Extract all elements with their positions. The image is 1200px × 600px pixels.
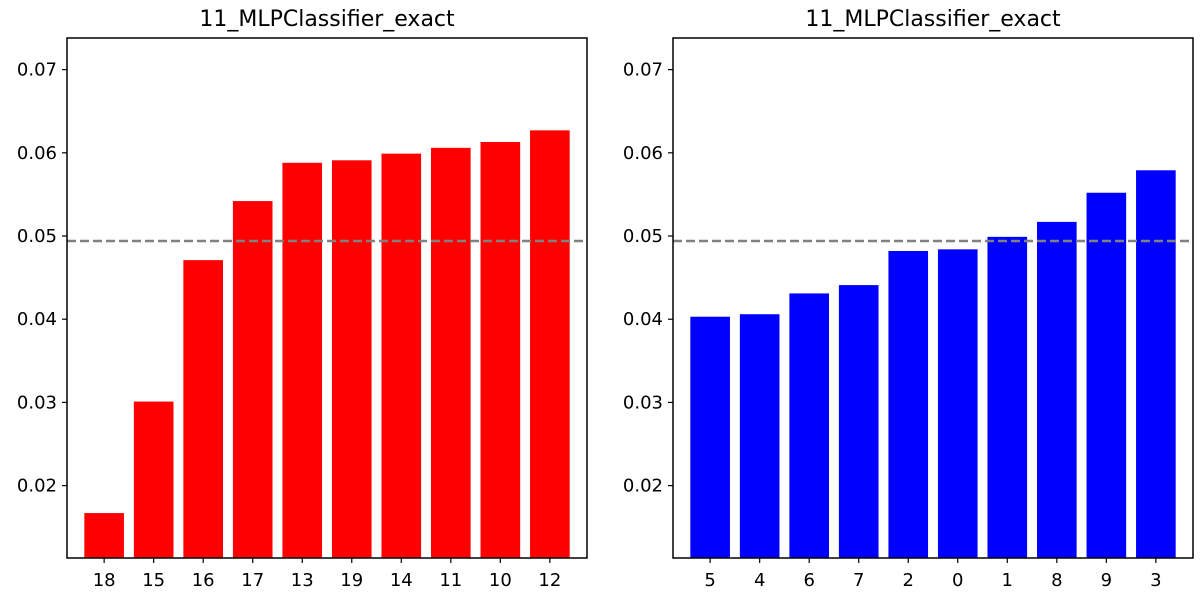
x-tick-label: 13	[291, 570, 314, 591]
bar-8	[1037, 221, 1077, 558]
bar-17	[232, 201, 273, 558]
x-tick-label: 4	[754, 570, 765, 591]
y-tick-label: 0.06	[623, 143, 663, 164]
bar-0	[937, 249, 978, 558]
x-tick-label: 12	[538, 570, 561, 591]
y-tick-label: 0.05	[623, 226, 663, 247]
x-tick-label: 2	[903, 570, 914, 591]
bar-7	[838, 285, 879, 558]
x-tick-label: 18	[93, 570, 116, 591]
y-tick-label: 0.02	[623, 476, 663, 497]
bar-6	[789, 293, 829, 558]
axes-frame	[66, 37, 588, 559]
x-tick-label: 5	[704, 570, 715, 591]
x-tick-label: 17	[241, 570, 264, 591]
x-tick-label: 6	[803, 570, 814, 591]
x-tick-label: 11	[439, 570, 462, 591]
x-tick-label: 3	[1150, 570, 1161, 591]
x-tick-label: 0	[952, 570, 963, 591]
bar-15	[133, 401, 174, 558]
x-tick-label: 8	[1051, 570, 1062, 591]
y-tick-label: 0.06	[17, 143, 57, 164]
y-tick-label: 0.05	[17, 226, 57, 247]
y-tick-label: 0.03	[623, 392, 663, 413]
x-tick-label: 14	[390, 570, 413, 591]
bar-18	[84, 513, 124, 558]
y-tick-label: 0.03	[17, 392, 57, 413]
y-tick-label: 0.04	[623, 309, 663, 330]
x-tick-label: 19	[340, 570, 363, 591]
x-tick-label: 7	[853, 570, 864, 591]
bar-11	[431, 147, 471, 558]
y-tick-label: 0.02	[17, 476, 57, 497]
bar-14	[381, 153, 422, 558]
x-tick-label: 9	[1101, 570, 1112, 591]
bar-13	[282, 162, 323, 559]
chart-title: 11_MLPClassifier_exact	[805, 7, 1061, 32]
x-tick-label: 16	[192, 570, 215, 591]
bar-9	[1086, 192, 1127, 558]
bar-16	[183, 260, 223, 558]
bar-2	[888, 250, 929, 558]
y-tick-label: 0.07	[17, 60, 57, 81]
bar-5	[690, 316, 730, 558]
bar-12	[530, 130, 570, 559]
x-tick-label: 10	[489, 570, 512, 591]
x-tick-label: 15	[142, 570, 165, 591]
y-tick-label: 0.04	[17, 309, 57, 330]
bar-1	[987, 236, 1028, 558]
bar-19	[331, 160, 372, 558]
axes-frame	[672, 37, 1194, 559]
chart-panel-2: 0.02 0.03 0.04 0.05 0.06 0.07 5 4 6 7 2 0 1 8 9 3 11_MLP…	[623, 7, 1194, 591]
y-tick-label: 0.07	[623, 60, 663, 81]
x-tick-label: 1	[1002, 570, 1013, 591]
bar-4	[739, 314, 780, 558]
chart-title: 11_MLPClassifier_exact	[199, 7, 455, 32]
bar-10	[480, 142, 521, 558]
chart-panel-1: 0.02 0.03 0.04 0.05 0.06 0.07 18 15 16 17 13 19 14 11…	[17, 7, 588, 591]
bar-3	[1136, 170, 1176, 558]
